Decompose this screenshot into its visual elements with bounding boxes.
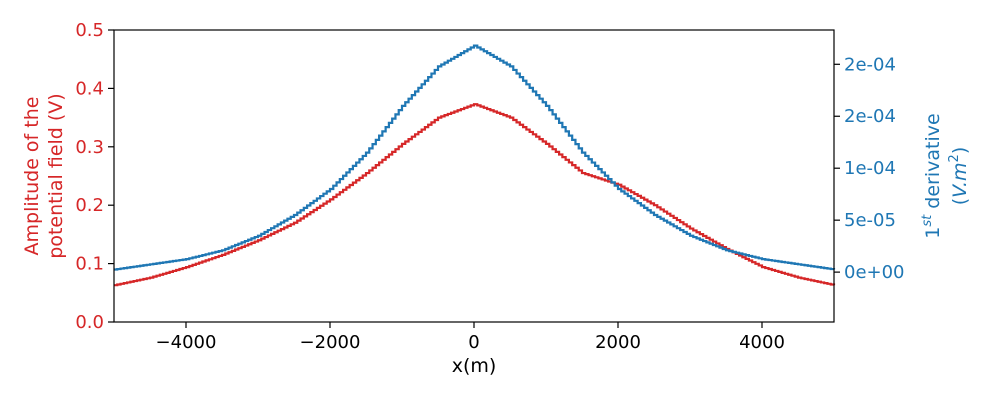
series-layer: [114, 44, 836, 287]
right-unit-close: ): [949, 147, 971, 154]
potential-field-series: [114, 103, 836, 287]
right-label-rest: derivative: [922, 113, 944, 214]
right-y-axis-ticks: 0e+00 5e-05 1e-04 2e-04 2e-04: [834, 54, 905, 283]
right-unit-sup: 2: [947, 154, 962, 162]
x-axis-label: x(m): [452, 355, 497, 377]
right-y-axis-label-line2: (V.m2): [947, 147, 971, 206]
x-tick-label: 0: [468, 332, 479, 353]
right-y-tick-label: 1e-04: [844, 158, 896, 179]
left-y-tick-label: 0.0: [75, 312, 104, 333]
right-unit-open: (: [949, 198, 971, 205]
right-label-num: 1: [922, 227, 944, 239]
right-y-tick-label: 5e-05: [844, 210, 896, 231]
derivative-series: [114, 44, 836, 271]
left-y-tick-label: 0.1: [75, 254, 104, 275]
left-y-tick-label: 0.2: [75, 195, 104, 216]
x-tick-label: −4000: [156, 332, 217, 353]
right-unit-italic: V.m: [949, 162, 971, 197]
x-tick-label: 4000: [739, 332, 785, 353]
x-axis-ticks: −4000 −2000 0 2000 4000: [156, 322, 785, 353]
left-y-axis-ticks: 0.0 0.1 0.2 0.3 0.4 0.5: [75, 20, 114, 333]
left-y-axis-label-line2: potential field (V): [45, 93, 67, 258]
left-y-tick-label: 0.3: [75, 137, 104, 158]
right-y-tick-label: 2e-04: [844, 106, 896, 127]
x-tick-label: −2000: [300, 332, 361, 353]
left-y-tick-label: 0.4: [75, 78, 104, 99]
x-tick-label: 2000: [595, 332, 641, 353]
left-y-axis-label-line1: Amplitude of the: [21, 97, 43, 256]
right-y-axis-label-line1: 1st derivative: [920, 113, 944, 238]
plot-area: [114, 30, 834, 322]
right-label-sup: st: [920, 214, 935, 227]
left-y-tick-label: 0.5: [75, 20, 104, 41]
right-y-tick-label: 0e+00: [844, 262, 905, 283]
right-y-tick-label: 2e-04: [844, 54, 896, 75]
